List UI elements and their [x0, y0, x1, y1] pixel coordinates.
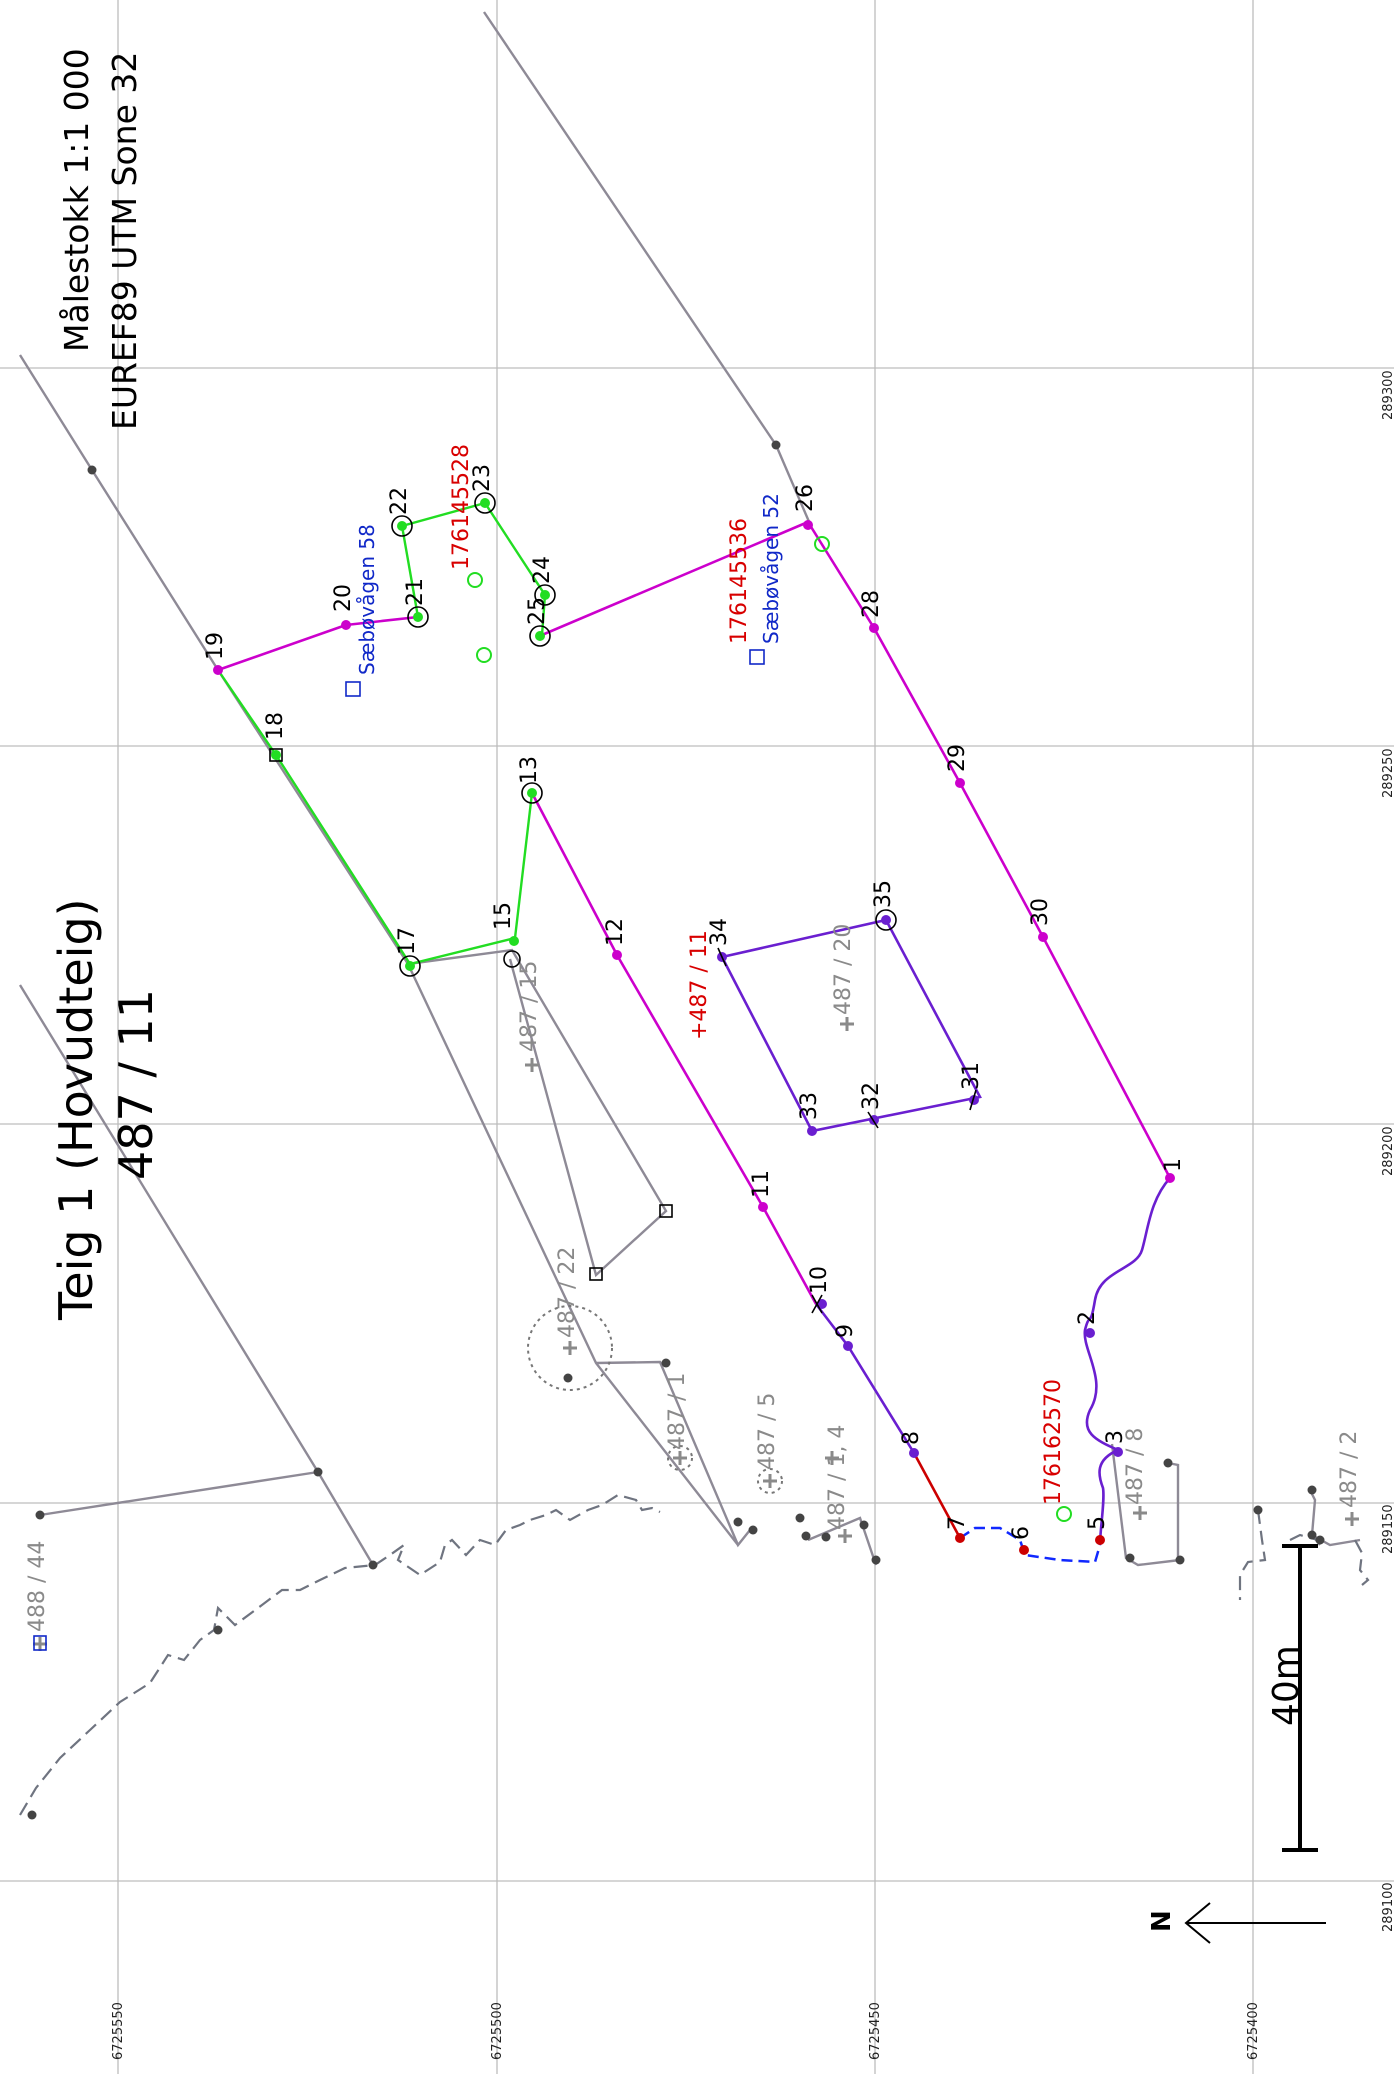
north-arrow-icon — [1184, 1902, 1326, 1944]
main-parcel-label: +487 / 11 — [687, 930, 712, 1040]
point-label: 8 — [899, 1431, 924, 1445]
red-segment — [912, 1452, 962, 1539]
point-label: 3 — [1103, 1430, 1128, 1444]
building-marker — [33, 1635, 47, 1651]
point-label: 12 — [603, 918, 628, 946]
point-label: 32 — [859, 1082, 884, 1110]
point-label: 28 — [859, 590, 884, 618]
address-label: Sæbøvågen 52 — [759, 493, 783, 644]
parcel-markers — [33, 1017, 1359, 1651]
point-label: 13 — [517, 756, 542, 784]
parcel-label: 487 / 22 — [555, 1247, 580, 1338]
grid-labels: 6725550 6725500 6725450 6725400 289300 2… — [111, 370, 1394, 2060]
point-label: 11 — [749, 1170, 774, 1198]
green-rings — [467, 536, 1072, 1522]
map-title: Teig 1 (Hovudteig) — [49, 898, 103, 1321]
parcel-label: 487 / 15 — [517, 961, 542, 1052]
building-ids: 176145528 176145536 176162570 — [449, 444, 1066, 1505]
address-label: Sæbøvågen 58 — [355, 524, 379, 675]
survey-markers — [269, 492, 977, 1314]
map-crs: EUREF89 UTM Sone 32 — [105, 52, 144, 430]
easting-label: 289200 — [1381, 1126, 1394, 1176]
parcel-label: 487 / 1, 4 — [825, 1425, 850, 1530]
point-label: 20 — [331, 584, 356, 612]
point-label: 18 — [263, 712, 288, 740]
point-label: 15 — [491, 902, 516, 930]
point-label: 33 — [797, 1092, 822, 1120]
parcel-label: 487 / 2 — [1337, 1431, 1362, 1508]
parcel-label: 487 / 8 — [1123, 1428, 1148, 1505]
building-id: 176145528 — [449, 444, 474, 570]
north-label: N — [1147, 1910, 1177, 1932]
dotted-circles — [527, 1305, 783, 1494]
building-id: 176162570 — [1041, 1379, 1066, 1505]
neighbour-boundaries — [18, 11, 1361, 1567]
northing-label: 6725450 — [868, 2002, 883, 2060]
easting-label: 289300 — [1381, 370, 1394, 420]
point-label: 7 — [945, 1516, 970, 1530]
point-label: 24 — [530, 556, 555, 584]
map-scale: Målestokk 1:1 000 — [57, 48, 96, 352]
boundary-point-dots — [213, 498, 1175, 1555]
scale-bar-label: 40m — [1266, 1645, 1307, 1726]
map-subtitle: 487 / 11 — [109, 989, 163, 1180]
neighbour-vertices — [27, 440, 1325, 1820]
northing-label: 6725400 — [1246, 2002, 1261, 2060]
point-label: 21 — [403, 578, 428, 606]
building-marker — [345, 681, 361, 697]
inner-boundary — [720, 918, 1171, 1546]
point-label: 5 — [1085, 1516, 1110, 1530]
point-label: 25 — [525, 597, 550, 625]
easting-label: 289100 — [1381, 1882, 1394, 1932]
point-labels: 1 2 3 5 6 7 8 9 10 11 12 13 15 17 18 19 … — [203, 464, 1186, 1540]
scale-bar — [1282, 1544, 1318, 1852]
northing-label: 6725550 — [111, 2002, 126, 2060]
easting-label: 289250 — [1381, 748, 1394, 798]
point-label: 1 — [1161, 1158, 1186, 1172]
point-label: 26 — [793, 484, 818, 512]
parcel-label: 487 / 1 — [665, 1373, 690, 1450]
point-label: 29 — [945, 744, 970, 772]
point-label: 31 — [959, 1062, 984, 1090]
easting-label: 289150 — [1381, 1504, 1394, 1554]
point-label: 10 — [807, 1266, 832, 1294]
neighbour-parcel-labels: 488 / 44 487 / 15 487 / 22 487 / 1 487 /… — [25, 924, 1362, 1632]
northing-label: 6725500 — [490, 2002, 505, 2060]
parcel-label: 487 / 20 — [831, 924, 856, 1015]
point-label: 2 — [1075, 1311, 1100, 1325]
point-label: 22 — [387, 487, 412, 515]
point-label: 35 — [871, 880, 896, 908]
point-label: 9 — [833, 1324, 858, 1338]
point-label: 23 — [470, 464, 495, 492]
point-label: 30 — [1028, 898, 1053, 926]
building-id: 176145536 — [727, 518, 752, 644]
point-label: 17 — [395, 927, 420, 955]
building-marker — [749, 649, 765, 665]
parcel-label: 488 / 44 — [25, 1541, 50, 1632]
point-label: 34 — [707, 918, 732, 946]
shoreline — [19, 1493, 1370, 1816]
point-label: 6 — [1009, 1526, 1034, 1540]
parcel-label: 487 / 5 — [755, 1393, 780, 1470]
point-label: 19 — [203, 632, 228, 660]
addresses: Sæbøvågen 58 Sæbøvågen 52 — [355, 493, 783, 675]
